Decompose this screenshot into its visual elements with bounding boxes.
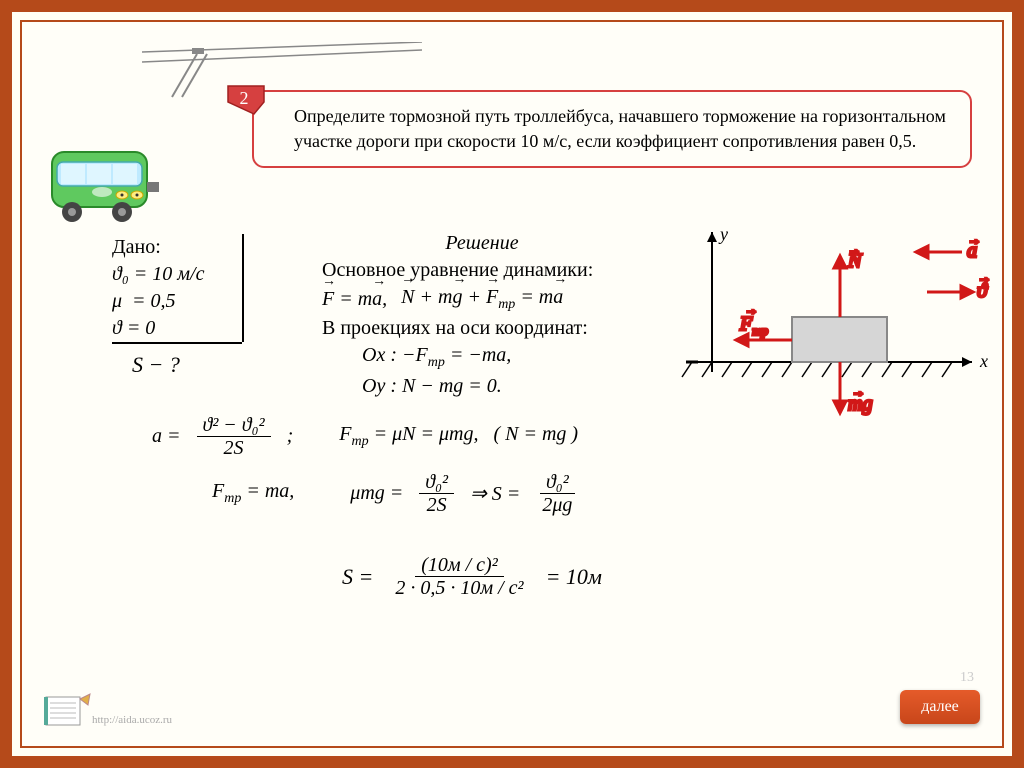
- a-denominator: 2S: [218, 437, 250, 459]
- watermark-url: http://aida.ucoz.ru: [92, 714, 172, 726]
- given-v0: ϑ₀ = 10 м/с: [112, 263, 204, 286]
- problem-text: Определите тормозной путь троллейбуса, н…: [294, 106, 946, 151]
- given-mu: μ = 0,5: [112, 290, 204, 313]
- derivation-equations: a = ϑ² − ϑ₀²2S ; Fтр = μN = μmg, ( N = m…: [152, 402, 578, 528]
- svg-text:→: →: [968, 232, 981, 247]
- solution-title: Решение: [322, 232, 642, 255]
- svg-text:y: y: [718, 224, 728, 244]
- problem-number: 2: [240, 88, 249, 108]
- separator-horizontal: [112, 342, 242, 344]
- svg-text:→: →: [848, 242, 861, 257]
- separator-vertical: [242, 234, 244, 342]
- svg-text:x: x: [979, 351, 988, 371]
- svg-text:→: →: [852, 384, 865, 399]
- notebook-icon: [42, 691, 92, 731]
- problem-number-tag: 2: [224, 84, 268, 118]
- given-v: ϑ = 0: [112, 317, 204, 340]
- equation-dynamics: F = ma, N + mg + Fтр = ma: [322, 286, 642, 313]
- next-button[interactable]: далее: [900, 690, 980, 724]
- free-body-diagram: x y: [632, 222, 992, 422]
- given-label: Дано:: [112, 236, 204, 259]
- problem-statement: 2 Определите тормозной путь троллейбуса,…: [252, 90, 972, 168]
- next-label: далее: [921, 698, 959, 716]
- solution-line-2: В проекциях на оси координат:: [322, 317, 642, 340]
- solution-line-1: Основное уравнение динамики:: [322, 259, 642, 282]
- equation-oy: Oy : N − mg = 0.: [362, 375, 642, 398]
- page-number: 13: [960, 670, 974, 686]
- solution-block: Решение Основное уравнение динамики: F =…: [322, 232, 642, 402]
- given-block: Дано: ϑ₀ = 10 м/с μ = 0,5 ϑ = 0: [112, 232, 204, 344]
- svg-text:→: →: [978, 270, 991, 285]
- trolleybus-illustration: [47, 137, 167, 227]
- svg-text:→: →: [745, 302, 758, 317]
- equation-ox: Ox : −Fтр = −ma,: [362, 344, 642, 371]
- final-calculation: S = (10м / с)²2 · 0,5 · 10м / с² = 10м: [342, 542, 602, 611]
- a-numerator: ϑ² − ϑ₀²: [197, 414, 271, 437]
- find-value: S − ?: [132, 352, 180, 378]
